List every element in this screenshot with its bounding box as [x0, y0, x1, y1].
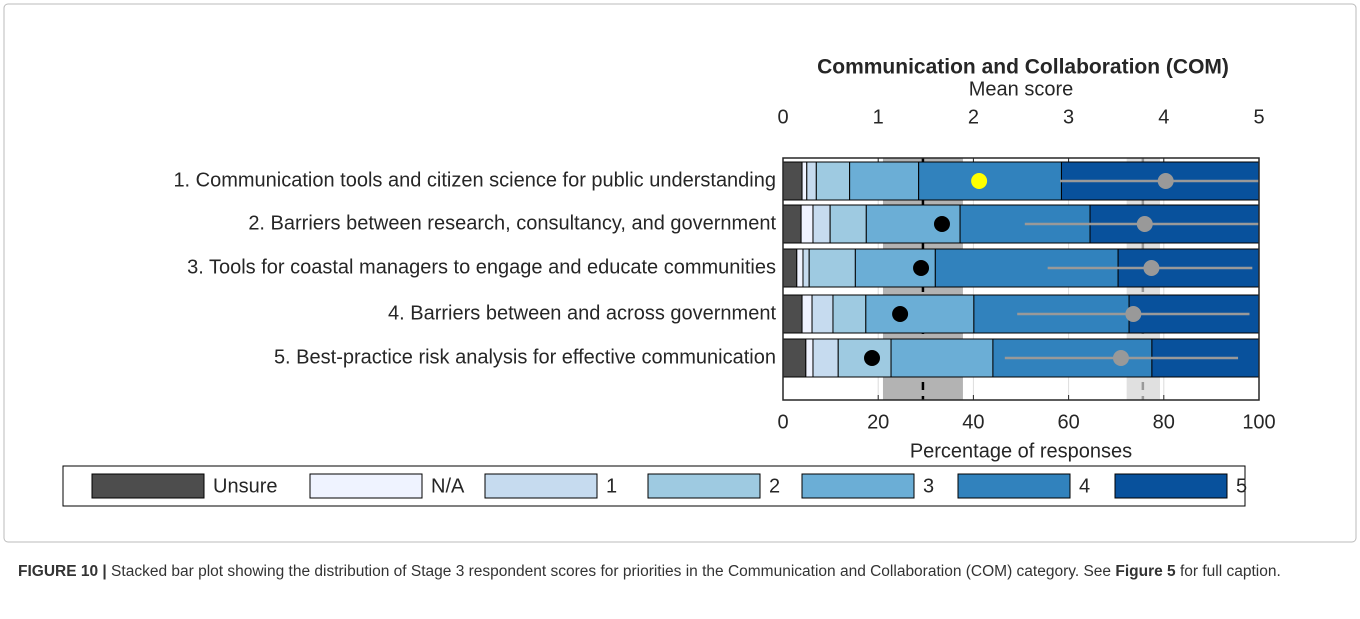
x2-tick-label: 4 [1158, 106, 1169, 128]
y-tick-label: 1. Communication tools and citizen scien… [173, 169, 776, 191]
legend-swatch [647, 473, 761, 499]
point [892, 306, 909, 322]
mean-score-dot [1143, 260, 1160, 276]
x-tick-label: 60 [1057, 411, 1079, 433]
bar-segment [832, 294, 867, 334]
bar-segment [782, 161, 803, 201]
bar-segment [782, 204, 802, 244]
legend-swatch [309, 473, 423, 499]
frame [3, 3, 1357, 543]
legend-label: N/A [431, 475, 465, 497]
legend-label: 5 [1236, 475, 1247, 497]
bar-segment [849, 161, 920, 201]
bar-segment [782, 248, 798, 288]
mean-score-dot [1112, 350, 1129, 366]
bar-segment [812, 338, 839, 378]
bar-segment [800, 204, 814, 244]
legend-label: 1 [606, 475, 617, 497]
x2-tick-label: 0 [777, 106, 788, 128]
bar-segment [802, 248, 810, 288]
bar-segment [805, 338, 814, 378]
x-tick-label: 100 [1242, 411, 1275, 433]
bar-segment [801, 294, 813, 334]
x2-axis-label: Mean score [969, 78, 1074, 100]
x2-tick-label: 2 [968, 106, 979, 128]
chart: Communication and Collaboration (COM) Me… [3, 3, 1357, 543]
legend-swatch [484, 473, 598, 499]
point [864, 350, 881, 366]
y-tick-label: 2. Barriers between research, consultanc… [248, 212, 776, 234]
bar-segment [829, 204, 867, 244]
bar-segment [865, 294, 975, 334]
point [913, 260, 930, 276]
legend-label: Unsure [213, 475, 277, 497]
bar-segment [801, 161, 808, 201]
caption-text: for full caption. [1175, 563, 1281, 580]
x2-tick-label: 1 [873, 106, 884, 128]
x-tick-label: 0 [777, 411, 788, 433]
legend-swatch [91, 473, 205, 499]
legend-label: 4 [1079, 475, 1090, 497]
legend-label: 2 [769, 475, 780, 497]
bar-segment [808, 248, 856, 288]
bar-segment [811, 294, 834, 334]
mean-score-dot [1136, 216, 1153, 232]
y-tick-label: 5. Best-practice risk analysis for effec… [274, 346, 776, 368]
chart-title: Communication and Collaboration (COM) [817, 56, 1229, 79]
x2-tick-label: 3 [1063, 106, 1074, 128]
caption: FIGURE 10 | Stacked bar plot showing the… [18, 560, 1338, 583]
x-tick-label: 20 [867, 411, 889, 433]
x-tick-label: 40 [962, 411, 984, 433]
bar-segment [806, 161, 817, 201]
legend-swatch [957, 473, 1071, 499]
bar-segment [812, 204, 831, 244]
legend-swatch [1114, 473, 1228, 499]
point [971, 173, 988, 189]
plot-border [782, 157, 1260, 401]
caption-label: FIGURE 10 | [18, 563, 107, 580]
caption-text: Stacked bar plot showing the distributio… [106, 563, 1116, 580]
legend-swatch [801, 473, 915, 499]
mean-score-dot [1125, 306, 1142, 322]
x-axis-label: Percentage of responses [910, 440, 1132, 462]
y-tick-label: 3. Tools for coastal managers to engage … [187, 256, 776, 278]
legend-label: 3 [923, 475, 934, 497]
bar-segment [782, 338, 807, 378]
x2-tick-label: 5 [1253, 106, 1264, 128]
bar-segment [890, 338, 994, 378]
x-tick-label: 80 [1153, 411, 1175, 433]
mean-score-dot [1157, 173, 1174, 189]
point [933, 216, 950, 232]
bar-segment [782, 294, 803, 334]
caption-ref: Figure 5 [1115, 563, 1176, 580]
y-tick-label: 4. Barriers between and across governmen… [388, 302, 776, 324]
bar-segment [815, 161, 851, 201]
bar-segment [918, 161, 1062, 201]
bar-segment [796, 248, 804, 288]
